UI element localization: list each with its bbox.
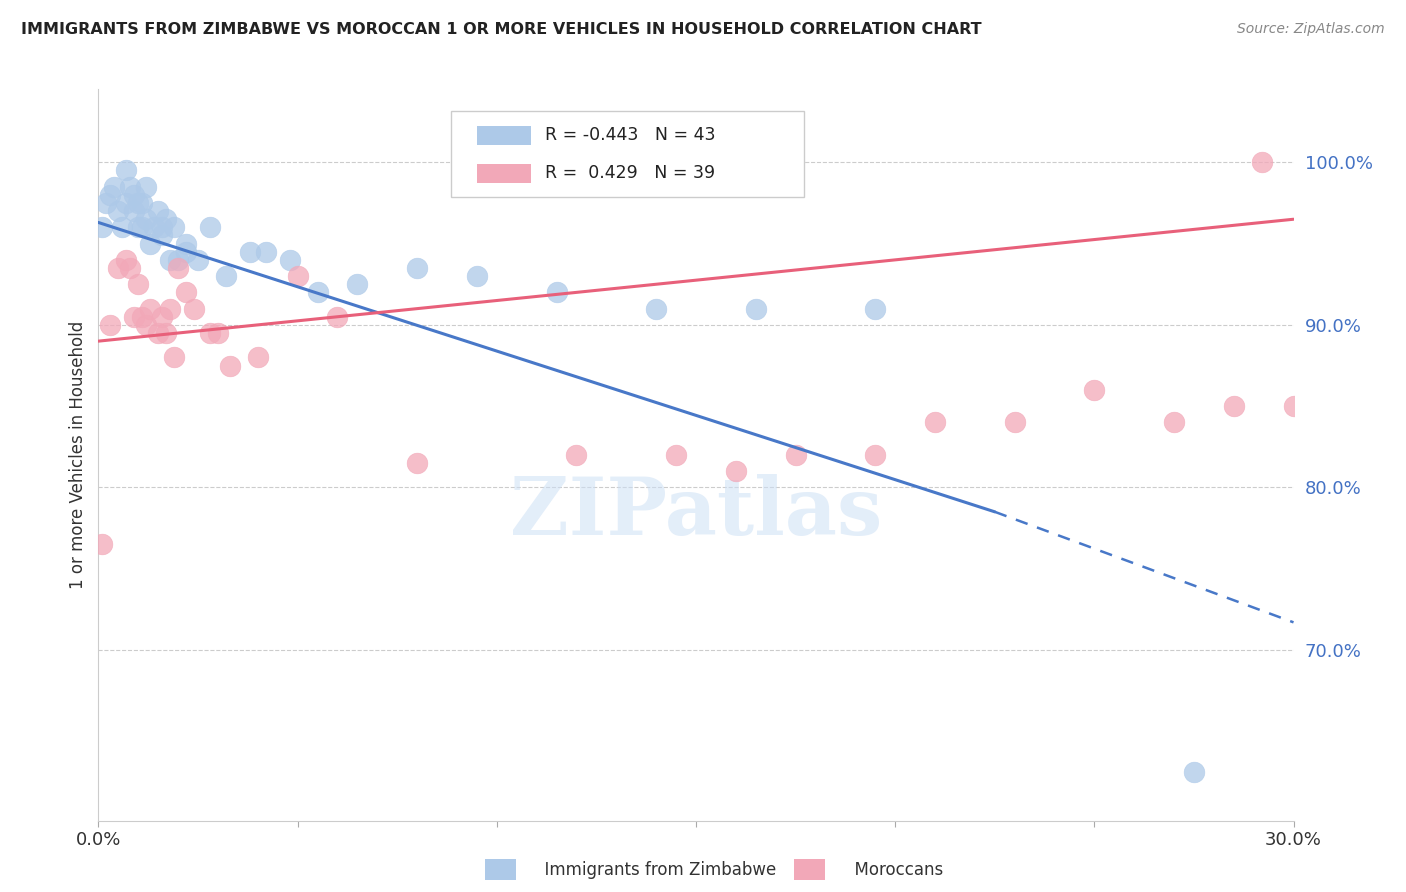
- Point: [131, 310, 153, 324]
- Point: [120, 260, 142, 275]
- Point: [148, 326, 170, 340]
- Point: [645, 301, 668, 316]
- Point: [207, 326, 229, 340]
- Point: [131, 220, 153, 235]
- Point: [155, 326, 177, 340]
- Point: [167, 260, 190, 275]
- Point: [1004, 416, 1026, 430]
- Point: [131, 196, 153, 211]
- Point: [120, 179, 142, 194]
- Point: [254, 244, 277, 259]
- Point: [159, 301, 181, 316]
- Point: [159, 252, 181, 267]
- Point: [150, 228, 173, 243]
- Point: [1083, 383, 1105, 397]
- Point: [307, 285, 329, 300]
- Point: [183, 301, 205, 316]
- Point: [127, 196, 149, 211]
- Y-axis label: 1 or more Vehicles in Household: 1 or more Vehicles in Household: [69, 321, 87, 589]
- Point: [287, 269, 309, 284]
- Point: [785, 448, 807, 462]
- Point: [246, 351, 269, 365]
- Point: [107, 260, 129, 275]
- FancyBboxPatch shape: [451, 112, 804, 197]
- Point: [724, 464, 747, 478]
- Point: [406, 260, 429, 275]
- Point: [124, 310, 146, 324]
- Point: [198, 220, 221, 235]
- Point: [1182, 764, 1205, 779]
- Point: [91, 220, 114, 235]
- Point: [127, 220, 149, 235]
- Point: [155, 212, 177, 227]
- Point: [115, 163, 138, 178]
- Text: Immigrants from Zimbabwe: Immigrants from Zimbabwe: [534, 861, 776, 879]
- Text: IMMIGRANTS FROM ZIMBABWE VS MOROCCAN 1 OR MORE VEHICLES IN HOUSEHOLD CORRELATION: IMMIGRANTS FROM ZIMBABWE VS MOROCCAN 1 O…: [21, 22, 981, 37]
- Point: [1250, 155, 1272, 169]
- Point: [546, 285, 568, 300]
- Point: [745, 301, 768, 316]
- Point: [924, 416, 946, 430]
- Text: Moroccans: Moroccans: [844, 861, 943, 879]
- Point: [115, 252, 138, 267]
- Point: [100, 187, 122, 202]
- Point: [326, 310, 349, 324]
- Point: [124, 204, 146, 219]
- Bar: [477, 164, 531, 183]
- Point: [406, 456, 429, 470]
- Text: R =  0.429   N = 39: R = 0.429 N = 39: [546, 164, 716, 182]
- Point: [863, 301, 887, 316]
- Point: [163, 220, 186, 235]
- Point: [107, 204, 129, 219]
- Point: [163, 351, 186, 365]
- Point: [198, 326, 221, 340]
- Text: ZIPatlas: ZIPatlas: [510, 475, 882, 552]
- Point: [150, 310, 173, 324]
- Point: [174, 244, 197, 259]
- Point: [174, 236, 197, 251]
- Point: [124, 187, 146, 202]
- Point: [91, 537, 114, 551]
- Point: [215, 269, 238, 284]
- Point: [135, 179, 157, 194]
- Point: [239, 244, 262, 259]
- Point: [111, 220, 134, 235]
- Point: [565, 448, 588, 462]
- Point: [346, 277, 368, 292]
- Point: [115, 196, 138, 211]
- Point: [150, 220, 173, 235]
- Point: [127, 277, 149, 292]
- Point: [1222, 399, 1246, 413]
- Point: [139, 301, 162, 316]
- Bar: [477, 126, 531, 145]
- Point: [1282, 399, 1305, 413]
- Text: Source: ZipAtlas.com: Source: ZipAtlas.com: [1237, 22, 1385, 37]
- Point: [278, 252, 301, 267]
- Point: [135, 318, 157, 332]
- Point: [100, 318, 122, 332]
- Point: [465, 269, 488, 284]
- Point: [135, 212, 157, 227]
- Point: [139, 236, 162, 251]
- Point: [1163, 416, 1185, 430]
- Point: [96, 196, 118, 211]
- Text: R = -0.443   N = 43: R = -0.443 N = 43: [546, 127, 716, 145]
- Point: [665, 448, 688, 462]
- Point: [167, 252, 190, 267]
- Point: [863, 448, 887, 462]
- Point: [187, 252, 209, 267]
- Point: [103, 179, 125, 194]
- Point: [219, 359, 242, 373]
- Point: [174, 285, 197, 300]
- Point: [148, 204, 170, 219]
- Point: [143, 220, 166, 235]
